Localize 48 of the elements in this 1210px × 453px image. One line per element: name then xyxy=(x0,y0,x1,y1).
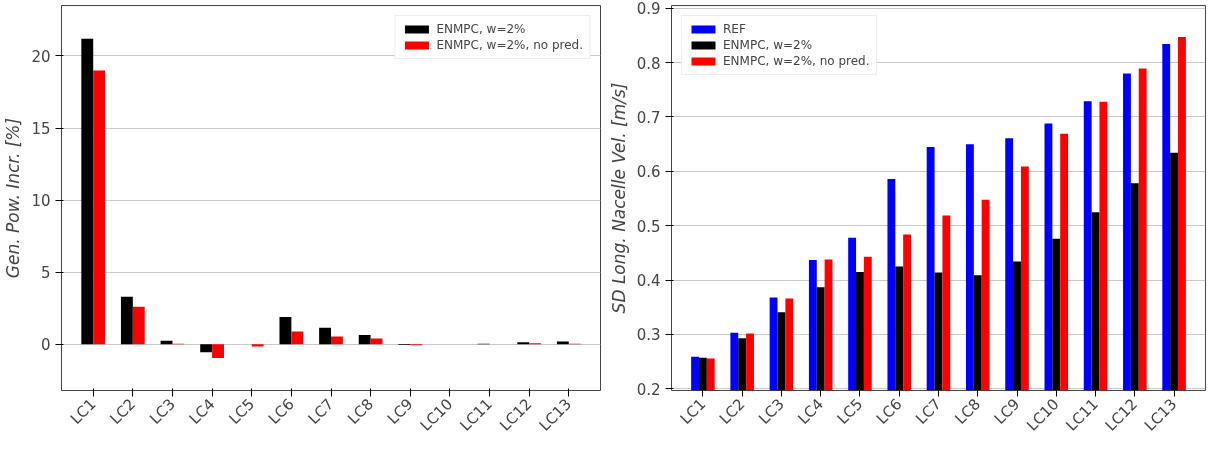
x-tick-label: LC3 xyxy=(146,395,179,428)
x-tick-label: LC2 xyxy=(106,395,140,428)
bar xyxy=(556,341,569,345)
y-tick-label: 20 xyxy=(31,47,51,66)
y-tick-label: 10 xyxy=(31,192,51,211)
y-tick-label: 0 xyxy=(40,336,51,355)
y-tick-label: 0.2 xyxy=(636,380,661,399)
y-tick-label: 5 xyxy=(40,264,51,283)
bar xyxy=(319,327,331,345)
x-tick-label: LC9 xyxy=(383,395,417,428)
x-tick-label: LC1 xyxy=(676,395,710,428)
bar xyxy=(358,334,371,345)
y-tick-label: 0.3 xyxy=(636,326,661,345)
bar xyxy=(81,38,94,345)
y-tick-label: 0.5 xyxy=(636,217,661,236)
x-tick-label: LC9 xyxy=(990,395,1024,428)
y-tick-label: 0.8 xyxy=(636,54,661,73)
bar xyxy=(251,344,264,347)
bar xyxy=(212,344,224,359)
y-tick-label: 0.7 xyxy=(636,108,661,127)
x-tick-label: LC8 xyxy=(951,395,985,428)
x-tick-label: LC5 xyxy=(225,395,259,428)
bar xyxy=(331,336,343,345)
y-axis-title: SD Long. Nacelle Vel. [m/s] xyxy=(608,82,629,314)
bar xyxy=(291,331,304,345)
bar xyxy=(279,316,292,345)
x-tick-label: LC1 xyxy=(66,395,100,428)
legend-label: ENMPC, w=2% xyxy=(436,22,526,36)
legend-label: ENMPC, w=2% xyxy=(723,38,813,52)
x-tick-label: LC3 xyxy=(755,395,788,428)
bar xyxy=(132,306,145,345)
legend-label: ENMPC, w=2%, no pred. xyxy=(436,38,583,52)
bar xyxy=(200,344,213,353)
legend-label: ENMPC, w=2%, no pred. xyxy=(723,54,870,68)
x-tick-label: LC2 xyxy=(715,395,749,428)
y-tick-label: 0.6 xyxy=(636,163,661,182)
x-tick-label: LC4 xyxy=(185,395,219,428)
legend-label: REF xyxy=(723,22,746,36)
x-tick-label: LC5 xyxy=(833,395,867,428)
x-tick-label: LC4 xyxy=(794,395,828,428)
y-tick-label: 15 xyxy=(31,120,51,139)
y-axis-title: Gen. Pow. Incr. [%] xyxy=(3,117,24,279)
bar xyxy=(517,342,530,345)
bar xyxy=(93,70,106,345)
y-tick-label: 0.4 xyxy=(636,272,661,291)
x-tick-label: LC8 xyxy=(344,395,377,428)
bar xyxy=(120,296,133,345)
y-tick-label: 0.9 xyxy=(636,0,661,19)
